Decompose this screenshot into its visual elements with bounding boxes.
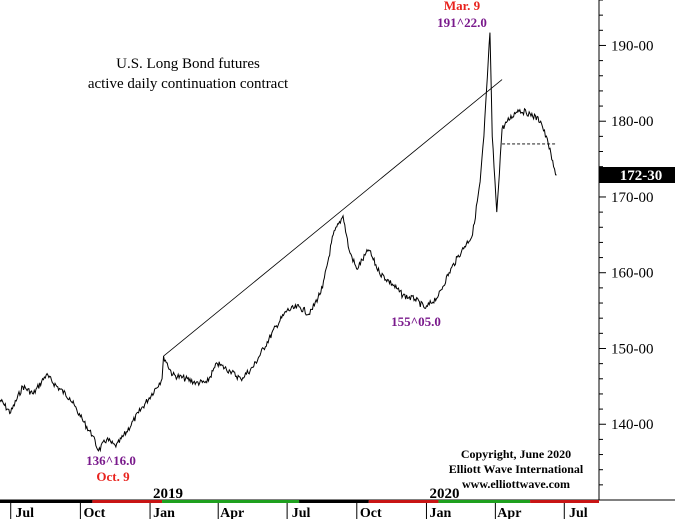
time-axis-bar-segment-1 bbox=[92, 500, 163, 503]
time-axis-background bbox=[0, 500, 675, 519]
x-year-label-1: 2020 bbox=[429, 486, 459, 502]
y-tick-label-3: 160-00 bbox=[611, 266, 654, 282]
chart-title: U.S. Long Bond futures bbox=[116, 56, 260, 72]
time-axis-bar-segment-5 bbox=[438, 500, 531, 503]
website-line: www.elliottwave.com bbox=[462, 477, 570, 491]
y-tick-label-1: 180-00 bbox=[611, 114, 654, 130]
chart-subtitle: active daily continuation contract bbox=[88, 76, 289, 92]
chart-title-block: U.S. Long Bond futures active daily cont… bbox=[88, 56, 289, 92]
annotation-high-mar: Mar. 9 191^22.0 bbox=[437, 0, 487, 30]
copyright-block: Copyright, June 2020 Elliott Wave Intern… bbox=[449, 447, 584, 491]
time-axis-bar-segment-2 bbox=[162, 500, 300, 503]
time-axis-bar-segment-3 bbox=[299, 500, 369, 503]
copyright-line: Copyright, June 2020 bbox=[461, 447, 571, 461]
time-axis: Jul Oct Jan Apr Jul Oct Jan Apr Jul 2019 2020 bbox=[0, 486, 675, 519]
y-tick-label-5: 140-00 bbox=[611, 417, 654, 433]
last-price-box bbox=[599, 167, 675, 183]
time-axis-bar-segment-4 bbox=[368, 500, 439, 503]
high-mar-date-label: Mar. 9 bbox=[444, 0, 481, 13]
trendline bbox=[163, 79, 503, 357]
low-dec-price-label: 155^05.0 bbox=[391, 314, 441, 329]
low-oct-date-label: Oct. 9 bbox=[96, 469, 130, 484]
x-month-label-6: Jan bbox=[430, 506, 452, 519]
x-month-label-5: Oct bbox=[360, 506, 382, 519]
time-axis-bar-segment-0 bbox=[0, 500, 93, 503]
x-year-label-0: 2019 bbox=[153, 486, 183, 502]
x-month-label-3: Apr bbox=[220, 506, 244, 519]
low-oct-price-label: 136^16.0 bbox=[86, 453, 136, 468]
x-month-label-4: Jul bbox=[292, 506, 311, 519]
y-tick-label-4: 150-00 bbox=[611, 341, 654, 357]
x-month-label-8: Jul bbox=[569, 506, 588, 519]
x-month-label-1: Oct bbox=[84, 506, 106, 519]
x-month-label-7: Apr bbox=[497, 506, 521, 519]
last-price-label: 172-30 bbox=[620, 168, 663, 184]
annotation-low-dec: 155^05.0 bbox=[391, 314, 441, 329]
x-month-label-0: Jul bbox=[15, 506, 34, 519]
last-price-badge: 172-30 bbox=[599, 167, 675, 184]
y-tick-label-0: 190-00 bbox=[611, 38, 654, 54]
y-tick-label-2: 170-00 bbox=[611, 190, 654, 206]
x-month-label-2: Jan bbox=[153, 506, 175, 519]
annotation-low-oct: 136^16.0 Oct. 9 bbox=[86, 453, 136, 484]
plot-area bbox=[0, 32, 557, 453]
time-axis-bar-segment-6 bbox=[530, 500, 599, 503]
price-axis: 190-00 180-00 170-00 160-00 150-00 140-00 bbox=[599, 0, 654, 486]
price-series-line bbox=[0, 32, 557, 453]
publisher-line: Elliott Wave International bbox=[449, 462, 584, 476]
high-mar-price-label: 191^22.0 bbox=[437, 15, 487, 30]
